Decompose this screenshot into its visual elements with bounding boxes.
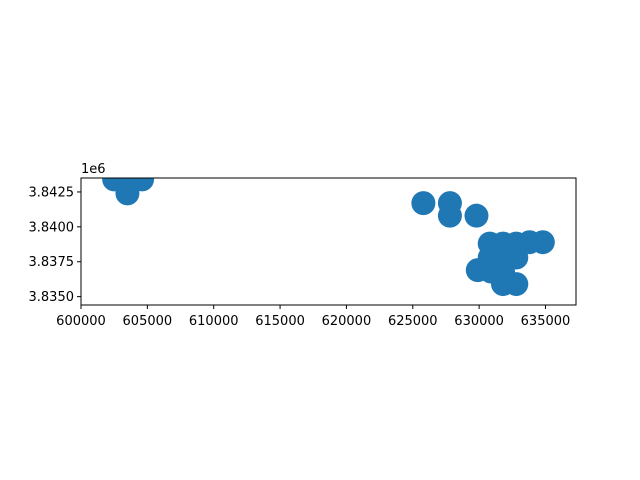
x-tick-label: 620000: [322, 314, 372, 329]
data-point-7: [464, 203, 489, 228]
data-point-12: [530, 230, 555, 255]
x-tick-label: 610000: [189, 314, 239, 329]
points-layer: [102, 178, 555, 297]
y-tick-label: 3.8375: [29, 255, 75, 270]
x-tick-label: 600000: [56, 314, 106, 329]
x-tick-label: 605000: [123, 314, 173, 329]
x-tick-label: 615000: [255, 314, 305, 329]
x-tick-label: 630000: [454, 314, 504, 329]
data-point-3: [115, 181, 140, 206]
data-point-20: [504, 272, 529, 297]
y-axis: 3.8350 3.8375 3.8400 3.8425: [29, 185, 81, 305]
x-tick-label: 625000: [388, 314, 438, 329]
y-tick-label: 3.8350: [29, 290, 75, 305]
y-tick-label: 3.8425: [29, 185, 75, 200]
data-point-6: [437, 203, 462, 228]
data-point-4: [411, 191, 436, 216]
y-tick-label: 3.8400: [29, 220, 75, 235]
x-tick-label: 635000: [521, 314, 571, 329]
x-axis: 600000 605000 610000 615000 620000 625000 6300…: [56, 305, 570, 329]
axes-frame: [80, 177, 577, 306]
y-offset-text: 1e6: [81, 162, 106, 177]
